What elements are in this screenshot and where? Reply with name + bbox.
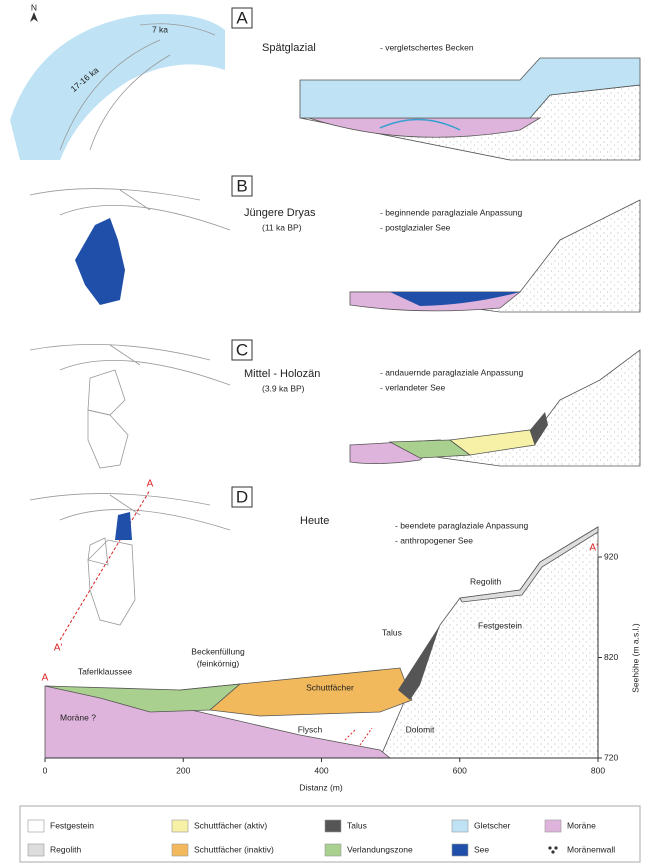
y-tick-label: 720	[604, 752, 618, 762]
profile-label: Dolomit	[406, 724, 435, 734]
panel-note: - postglazialer See	[380, 222, 451, 232]
profile-label: Talus	[382, 627, 402, 637]
y-ticks: 720 820 920	[598, 551, 618, 762]
panel-note: - beendete paraglaziale Anpassung	[395, 520, 529, 530]
legend-swatch	[172, 820, 188, 832]
x-tick-label: 200	[176, 765, 190, 775]
legend-label: Talus	[347, 820, 367, 830]
legend-label: See	[474, 844, 489, 854]
legend-swatch	[28, 844, 44, 856]
profile-label: Regolith	[470, 576, 501, 586]
panel-c: C Mittel - Holozän (3.9 ka BP) - andauer…	[30, 340, 640, 468]
profile-label: Taferlklaussee	[78, 666, 133, 676]
map-label: 7 ka	[152, 24, 168, 34]
x-ticks: 0 200 400 600 800	[43, 758, 606, 775]
lake-map	[115, 512, 132, 540]
lake-map	[75, 218, 125, 305]
profile-label: Schuttfächer	[306, 682, 354, 692]
panel-note: - verlandeter See	[380, 382, 445, 392]
legend-symbol	[548, 846, 551, 849]
legend-label: Festgestein	[50, 820, 94, 830]
moraine-wall	[345, 728, 372, 745]
map-label: A'	[54, 643, 63, 654]
panel-d: A A' D Heute - beendete paraglaziale Anp…	[30, 479, 640, 793]
panel-a: N 7 ka 17-16 ka A Spätglazial - verglets…	[10, 2, 640, 160]
panel-title: Spätglazial	[262, 42, 316, 54]
legend-symbol	[551, 850, 554, 853]
panel-subtitle: (11 ka BP)	[262, 222, 302, 232]
legend-swatch	[545, 820, 561, 832]
y-axis-label: Seehöhe (m a.s.l.)	[630, 623, 640, 693]
verlandung-map	[88, 538, 108, 565]
profile-label: Beckenfüllung	[191, 646, 245, 656]
panel-subtitle: (3.9 ka BP)	[262, 383, 305, 393]
panel-note: - vergletschertes Becken	[380, 42, 474, 52]
legend-label: Schuttfächer (aktiv)	[194, 820, 267, 830]
map-label: A	[147, 479, 154, 490]
map-lines	[30, 344, 230, 385]
legend-label: Regolith	[50, 844, 81, 854]
panel-letter: A	[236, 8, 248, 27]
legend-label: Verlandungszone	[347, 844, 413, 854]
north-label: N	[31, 2, 37, 12]
legend-symbol	[554, 846, 557, 849]
panel-note: - andauernde paraglaziale Anpassung	[380, 367, 523, 377]
legend-label: Gletscher	[474, 820, 511, 830]
fan-map	[88, 410, 128, 468]
panel-title: Mittel - Holozän	[244, 368, 320, 380]
profile-start: A	[42, 673, 49, 684]
profile-end: A'	[589, 543, 598, 554]
panel-letter: D	[236, 487, 248, 506]
legend-label: Moränenwall	[567, 844, 615, 854]
profile-label: Moräne ?	[60, 712, 96, 722]
figure: N 7 ka 17-16 ka A Spätglazial - verglets…	[0, 0, 654, 867]
profile-label: Festgestein	[478, 620, 522, 630]
x-axis-label: Distanz (m)	[299, 782, 343, 792]
legend-swatch	[452, 844, 468, 856]
legend-swatch	[325, 844, 341, 856]
legend-label: Schuttfächer (inaktiv)	[194, 844, 274, 854]
panel-letter: B	[236, 176, 247, 195]
profile-label: (feinkörnig)	[197, 658, 240, 668]
panel-title: Heute	[300, 515, 329, 527]
panel-b: B Jüngere Dryas (11 ka BP) - beginnende …	[30, 176, 640, 312]
legend-swatch	[452, 820, 468, 832]
map-lines	[30, 189, 230, 230]
x-tick-label: 400	[314, 765, 328, 775]
panel-note: - beginnende paraglaziale Anpassung	[380, 207, 523, 217]
legend-swatch	[28, 820, 44, 832]
x-tick-label: 0	[43, 765, 48, 775]
y-tick-label: 920	[604, 551, 618, 561]
panel-title: Jüngere Dryas	[244, 207, 316, 219]
verlandung-map	[88, 370, 125, 415]
panel-note: - anthropogener See	[395, 535, 473, 545]
north-arrow	[30, 12, 38, 22]
glacier-map	[10, 14, 225, 160]
legend-swatch	[325, 820, 341, 832]
profile-label: Flysch	[298, 724, 323, 734]
legend-swatch	[172, 844, 188, 856]
x-tick-label: 800	[591, 765, 605, 775]
legend-label: Moräne	[567, 820, 596, 830]
panel-letter: C	[236, 340, 248, 359]
x-tick-label: 600	[453, 765, 467, 775]
y-tick-label: 820	[604, 652, 618, 662]
